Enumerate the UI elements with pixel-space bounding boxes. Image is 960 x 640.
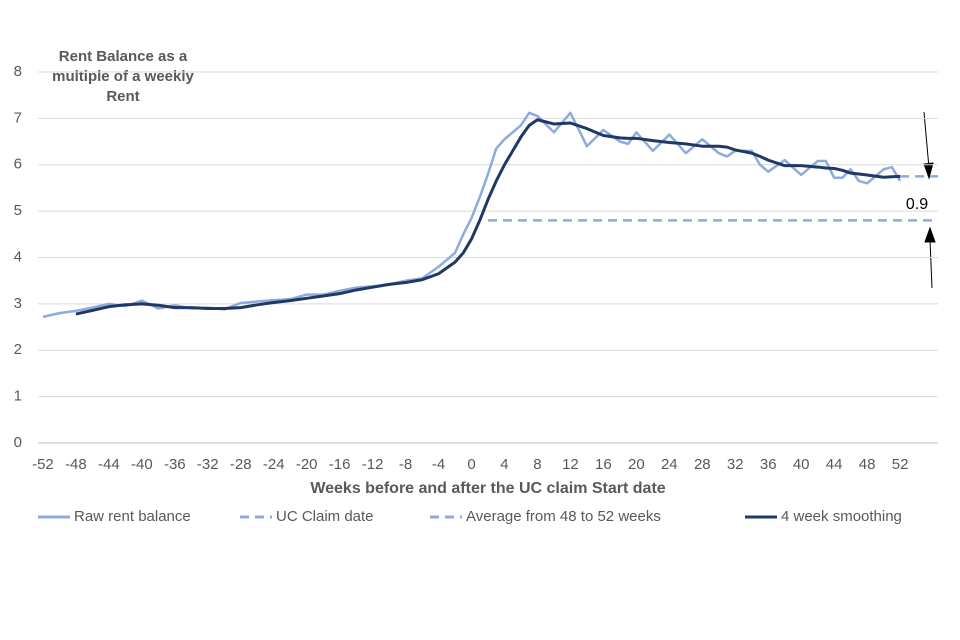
x-tick-label: -16: [329, 456, 351, 473]
series-line: [75, 118, 901, 316]
y-tick-label: 0: [14, 434, 22, 451]
y-tick-label: 1: [14, 388, 22, 405]
annotation: 0.9: [906, 196, 928, 213]
x-tick-label: 40: [793, 456, 810, 473]
legend-label: UC Claim date: [276, 508, 374, 525]
x-axis-title: Weeks before and after the UC claim Star…: [310, 480, 665, 497]
y-axis-title: Rent: [106, 88, 139, 105]
y-axis-title: multiple of a weekly: [52, 68, 194, 85]
x-tick-label: 52: [892, 456, 909, 473]
y-tick-label: 7: [14, 109, 22, 126]
x-tick-label: 44: [826, 456, 843, 473]
x-tick-label: -24: [263, 456, 285, 473]
x-tick-label: 36: [760, 456, 777, 473]
x-tick-label: 0: [467, 456, 475, 473]
legend-label: 4 week smoothing: [781, 508, 902, 525]
x-tick-label: 32: [727, 456, 744, 473]
x-tick-label: -12: [362, 456, 384, 473]
y-tick-label: 8: [14, 63, 22, 80]
x-tick-label: -44: [98, 456, 120, 473]
x-tick-label: 16: [595, 456, 612, 473]
x-tick-label: 48: [859, 456, 876, 473]
x-tick-label: 24: [661, 456, 678, 473]
legend-label: Average from 48 to 52 weeks: [466, 508, 661, 525]
arrows: [923, 111, 936, 289]
x-tick-label: 20: [628, 456, 645, 473]
x-tick-label: -40: [131, 456, 153, 473]
x-tick-label: -32: [197, 456, 219, 473]
x-tick-label: 12: [562, 456, 579, 473]
x-tick-label: 8: [533, 456, 541, 473]
legend-label: Raw rent balance: [74, 508, 191, 525]
x-tick-label: -36: [164, 456, 186, 473]
x-tick-label: -4: [432, 456, 445, 473]
x-tick-label: -28: [230, 456, 252, 473]
x-tick-label: -20: [296, 456, 318, 473]
y-tick-label: 4: [14, 248, 22, 265]
y-tick-label: 6: [14, 156, 22, 173]
x-tick-label: 28: [694, 456, 711, 473]
x-tick-label: -52: [32, 456, 54, 473]
y-tick-label: 3: [14, 295, 22, 312]
series-line: [42, 111, 902, 319]
x-tick-label: -48: [65, 456, 87, 473]
x-tick-label: 4: [500, 456, 508, 473]
y-axis-title: Rent Balance as a: [59, 48, 188, 65]
y-tick-label: 2: [14, 341, 22, 358]
x-tick-label: -8: [399, 456, 412, 473]
y-tick-label: 5: [14, 202, 22, 219]
